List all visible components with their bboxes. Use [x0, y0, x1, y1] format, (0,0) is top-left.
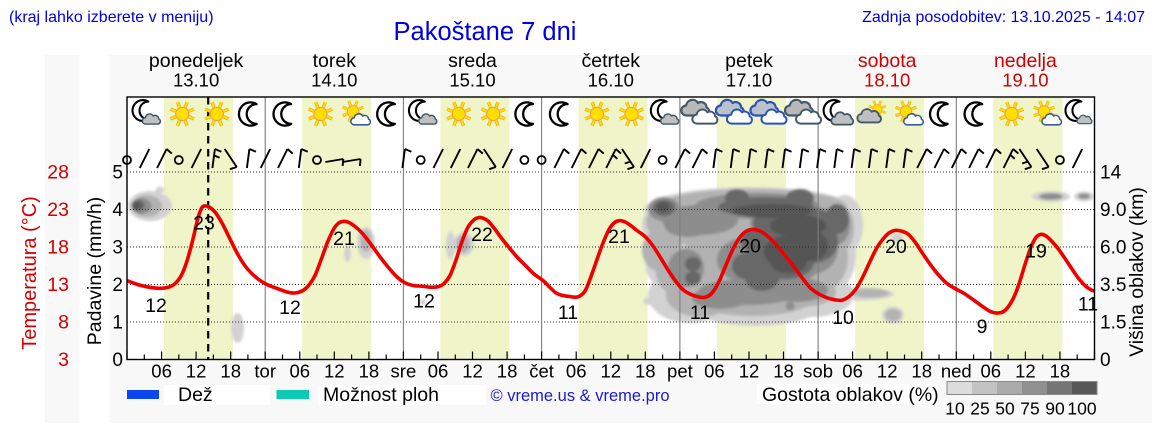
svg-text:nedelja: nedelja — [994, 50, 1057, 72]
svg-text:pet: pet — [667, 361, 693, 382]
svg-text:12: 12 — [186, 361, 207, 382]
svg-text:petek: petek — [725, 50, 773, 72]
svg-text:06: 06 — [428, 361, 449, 382]
svg-text:18: 18 — [220, 361, 241, 382]
svg-text:21: 21 — [333, 228, 355, 250]
svg-text:06: 06 — [981, 361, 1002, 382]
svg-text:6.0: 6.0 — [1100, 237, 1126, 258]
svg-text:11: 11 — [558, 302, 578, 324]
svg-text:18: 18 — [773, 361, 794, 382]
svg-text:15.10: 15.10 — [449, 70, 495, 91]
svg-text:0: 0 — [1100, 350, 1111, 371]
svg-text:sreda: sreda — [448, 50, 497, 72]
svg-text:06: 06 — [566, 361, 587, 382]
svg-text:8: 8 — [58, 311, 69, 333]
svg-text:17.10: 17.10 — [726, 70, 772, 91]
svg-text:12: 12 — [739, 361, 760, 382]
svg-text:25: 25 — [970, 399, 989, 419]
svg-text:20: 20 — [739, 236, 761, 258]
svg-text:3: 3 — [58, 349, 69, 371]
svg-text:11: 11 — [1078, 294, 1098, 316]
svg-text:12: 12 — [324, 361, 345, 382]
svg-text:23: 23 — [193, 213, 215, 235]
svg-text:20: 20 — [885, 236, 907, 258]
svg-text:19.10: 19.10 — [1002, 70, 1048, 91]
svg-text:28: 28 — [47, 161, 69, 183]
svg-text:06: 06 — [290, 361, 311, 382]
svg-text:Pakoštane 7 dni: Pakoštane 7 dni — [394, 18, 577, 46]
svg-text:18: 18 — [911, 361, 932, 382]
svg-text:Možnost ploh: Možnost ploh — [323, 384, 439, 406]
svg-text:sob: sob — [803, 361, 833, 382]
svg-text:21: 21 — [608, 226, 630, 248]
svg-text:12: 12 — [413, 291, 435, 313]
svg-text:12: 12 — [877, 361, 898, 382]
svg-text:06: 06 — [704, 361, 725, 382]
svg-text:06: 06 — [842, 361, 863, 382]
svg-text:četrtek: četrtek — [582, 50, 641, 72]
svg-text:23: 23 — [47, 199, 69, 221]
svg-text:tor: tor — [254, 361, 276, 382]
svg-text:Temperatura (°C): Temperatura (°C) — [19, 196, 41, 350]
svg-text:(kraj lahko izberete v meniju): (kraj lahko izberete v meniju) — [9, 9, 214, 26]
svg-text:5: 5 — [112, 162, 123, 183]
svg-text:0: 0 — [112, 350, 123, 371]
svg-text:13.10: 13.10 — [173, 70, 219, 91]
svg-text:18.10: 18.10 — [864, 70, 910, 91]
svg-text:12: 12 — [462, 361, 483, 382]
svg-text:4: 4 — [112, 200, 123, 221]
svg-text:18: 18 — [635, 361, 656, 382]
svg-text:ponedeljek: ponedeljek — [149, 50, 244, 72]
svg-text:9.0: 9.0 — [1100, 200, 1126, 221]
svg-text:11: 11 — [690, 302, 710, 324]
svg-text:Padavine (mm/h): Padavine (mm/h) — [84, 197, 106, 345]
svg-text:10: 10 — [832, 307, 854, 329]
svg-text:12: 12 — [279, 297, 301, 319]
svg-text:90: 90 — [1045, 399, 1065, 419]
svg-text:2: 2 — [112, 275, 123, 296]
svg-text:12: 12 — [1015, 361, 1036, 382]
svg-text:18: 18 — [497, 361, 518, 382]
svg-text:50: 50 — [995, 399, 1015, 419]
svg-text:sre: sre — [391, 361, 417, 382]
svg-text:18: 18 — [1050, 361, 1071, 382]
svg-text:torek: torek — [313, 50, 357, 72]
svg-text:06: 06 — [151, 361, 172, 382]
svg-text:14: 14 — [1100, 162, 1122, 183]
svg-text:1.5: 1.5 — [1100, 312, 1126, 333]
svg-text:9: 9 — [977, 316, 988, 338]
svg-text:13: 13 — [47, 274, 69, 296]
svg-text:18: 18 — [47, 236, 69, 258]
svg-text:sobota: sobota — [858, 50, 917, 72]
svg-text:14.10: 14.10 — [311, 70, 357, 91]
svg-text:3: 3 — [112, 237, 123, 258]
svg-text:Višina oblakov (km): Višina oblakov (km) — [1126, 187, 1148, 357]
svg-text:3.5: 3.5 — [1100, 275, 1126, 296]
svg-text:ned: ned — [941, 361, 972, 382]
svg-text:22: 22 — [471, 224, 493, 246]
svg-text:12: 12 — [601, 361, 622, 382]
svg-text:19: 19 — [1025, 241, 1047, 263]
svg-text:Gostota oblakov (%): Gostota oblakov (%) — [762, 384, 939, 406]
svg-text:18: 18 — [359, 361, 380, 382]
svg-text:75: 75 — [1020, 399, 1039, 419]
svg-text:Zadnja posodobitev: 13.10.2025: Zadnja posodobitev: 13.10.2025 - 14:07 — [862, 9, 1145, 26]
svg-text:© vreme.us & vreme.pro: © vreme.us & vreme.pro — [490, 387, 669, 405]
svg-text:12: 12 — [145, 295, 167, 317]
svg-text:čet: čet — [529, 361, 554, 382]
svg-text:10: 10 — [945, 399, 965, 419]
svg-text:1: 1 — [112, 312, 123, 333]
svg-text:Dež: Dež — [178, 384, 213, 406]
svg-text:100: 100 — [1067, 399, 1096, 419]
svg-text:16.10: 16.10 — [588, 70, 634, 91]
